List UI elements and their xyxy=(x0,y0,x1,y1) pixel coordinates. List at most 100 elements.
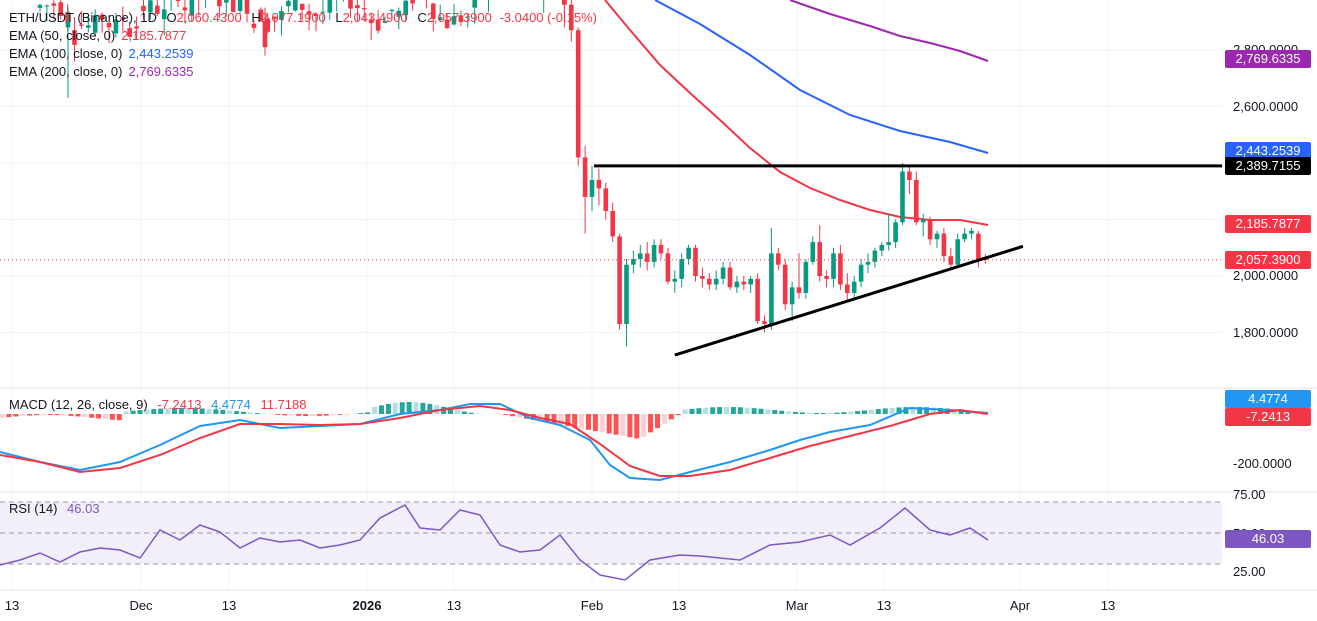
macd-hist-bar xyxy=(737,407,743,414)
candle-03-12 xyxy=(858,264,864,282)
signal-line xyxy=(0,404,989,477)
macd-hist-bar xyxy=(710,407,716,414)
high-label: H xyxy=(251,10,261,25)
candle-02-10 xyxy=(651,244,657,262)
rsi-line xyxy=(0,504,989,581)
macd-hist-bar xyxy=(392,402,398,414)
ascending-trendline xyxy=(674,244,1024,357)
drawings[interactable] xyxy=(0,164,1222,357)
macd-hist-bar xyxy=(627,414,633,438)
candle-body xyxy=(65,21,71,28)
macd-hist-bar xyxy=(648,414,654,433)
macd-hist-bar xyxy=(130,410,136,414)
candle-body xyxy=(72,30,77,45)
candle-02-23 xyxy=(741,281,747,285)
close-label: C xyxy=(417,10,427,25)
macd-hist-bar xyxy=(365,412,371,414)
ema100-legend[interactable]: EMA (100, close, 0) 2,443.2539 xyxy=(9,45,194,63)
candle-02-09 xyxy=(644,253,650,262)
macd-hist-bar xyxy=(89,414,95,418)
macd-hist-bar xyxy=(896,407,902,414)
macd-hist-bar xyxy=(399,402,405,414)
macd-hist-bar xyxy=(917,407,923,414)
macd-hist-bar xyxy=(565,414,571,427)
candle-body xyxy=(134,26,139,29)
candle-02-19 xyxy=(713,278,719,285)
macd-hist-bar xyxy=(413,402,419,414)
candle-02-18 xyxy=(707,278,712,285)
ema100-line xyxy=(654,0,989,154)
macd-hist-bar xyxy=(848,411,854,414)
macd-hist-bar xyxy=(730,407,736,414)
macd-hist-bar xyxy=(620,414,626,436)
candle-body xyxy=(217,0,222,7)
candle-body xyxy=(224,0,229,3)
macd-hist-bar xyxy=(834,412,840,414)
candle-body xyxy=(396,10,402,17)
candle-body xyxy=(327,0,333,13)
candle-02-01 xyxy=(589,179,595,197)
macd-hist-bar xyxy=(696,408,702,414)
candle-02-06 xyxy=(624,264,629,325)
candle-body xyxy=(465,16,471,18)
macd-hist-bar xyxy=(813,412,819,414)
macd-hist-bar xyxy=(296,414,302,416)
macd-hist-bar xyxy=(751,408,757,414)
macd-hist-bar xyxy=(862,410,867,414)
macd-hist-bar xyxy=(841,412,847,414)
macd-hist-bar xyxy=(379,405,384,414)
candle-03-21 xyxy=(920,219,926,223)
candle-03-02 xyxy=(789,287,795,305)
macd-hist-bar xyxy=(82,414,88,418)
candle-03-10 xyxy=(845,284,850,293)
last-price-tag: 2,057.3900 xyxy=(1225,250,1311,269)
candle-03-13 xyxy=(865,261,871,265)
candle-body xyxy=(375,19,381,31)
candle-body xyxy=(79,24,84,26)
candle-03-18 xyxy=(900,171,905,223)
candle-body xyxy=(265,18,270,32)
candle-body xyxy=(472,0,477,8)
macd-hist-bar xyxy=(34,414,39,416)
candle-03-03 xyxy=(796,287,802,293)
panel-separators[interactable] xyxy=(0,387,1317,591)
macd-hist-bar xyxy=(47,414,53,416)
macd-hist-bar xyxy=(606,414,612,434)
macd-hist-bar xyxy=(310,414,315,416)
macd-hist-bar xyxy=(544,414,550,423)
candle-03-16 xyxy=(886,242,891,245)
macd-hist-bar xyxy=(937,407,943,414)
macd-hist-bar xyxy=(517,414,522,418)
macd-hist-bar xyxy=(385,403,391,414)
macd-legend[interactable]: MACD (12, 26, close, 9) -7.2413 4.4774 1… xyxy=(9,396,306,414)
ema50-legend[interactable]: EMA (50, close, 0) 2,185.7877 xyxy=(9,27,186,45)
candle-body xyxy=(451,16,457,25)
candle-03-17 xyxy=(893,222,898,243)
ema200-legend[interactable]: EMA (200, close, 0) 2,769.6335 xyxy=(9,63,194,81)
symbol-legend[interactable]: ETH/USDT (Binance), 1D O2,060.4300 H2,07… xyxy=(9,9,597,27)
macd-hist-bar xyxy=(337,414,343,415)
macd-hist-bar xyxy=(855,411,861,414)
candle-03-23 xyxy=(934,233,940,240)
candle-03-08 xyxy=(831,253,836,279)
macd-histogram-value: -7.2413 xyxy=(157,397,202,412)
ema200-line xyxy=(789,0,989,62)
macd-hist-bar xyxy=(551,414,557,424)
candle-02-03 xyxy=(603,188,609,212)
candle-body xyxy=(403,0,408,16)
candle-02-11 xyxy=(658,244,664,254)
rsi-legend[interactable]: RSI (14) 46.03 xyxy=(9,500,100,518)
candle-body xyxy=(161,9,167,20)
macd-hist-bar xyxy=(468,412,474,414)
macd-hist-bar xyxy=(103,414,108,420)
candle-02-02 xyxy=(596,179,602,189)
macd-hist-bar xyxy=(558,414,564,425)
macd-hist-bar xyxy=(682,409,688,414)
macd-hist-bar xyxy=(744,407,750,414)
candle-body xyxy=(279,11,284,20)
ema100-label: EMA (100, close, 0) xyxy=(9,46,123,61)
candle-02-16 xyxy=(693,247,698,276)
candle-body xyxy=(120,17,126,20)
candles[interactable] xyxy=(37,0,988,347)
